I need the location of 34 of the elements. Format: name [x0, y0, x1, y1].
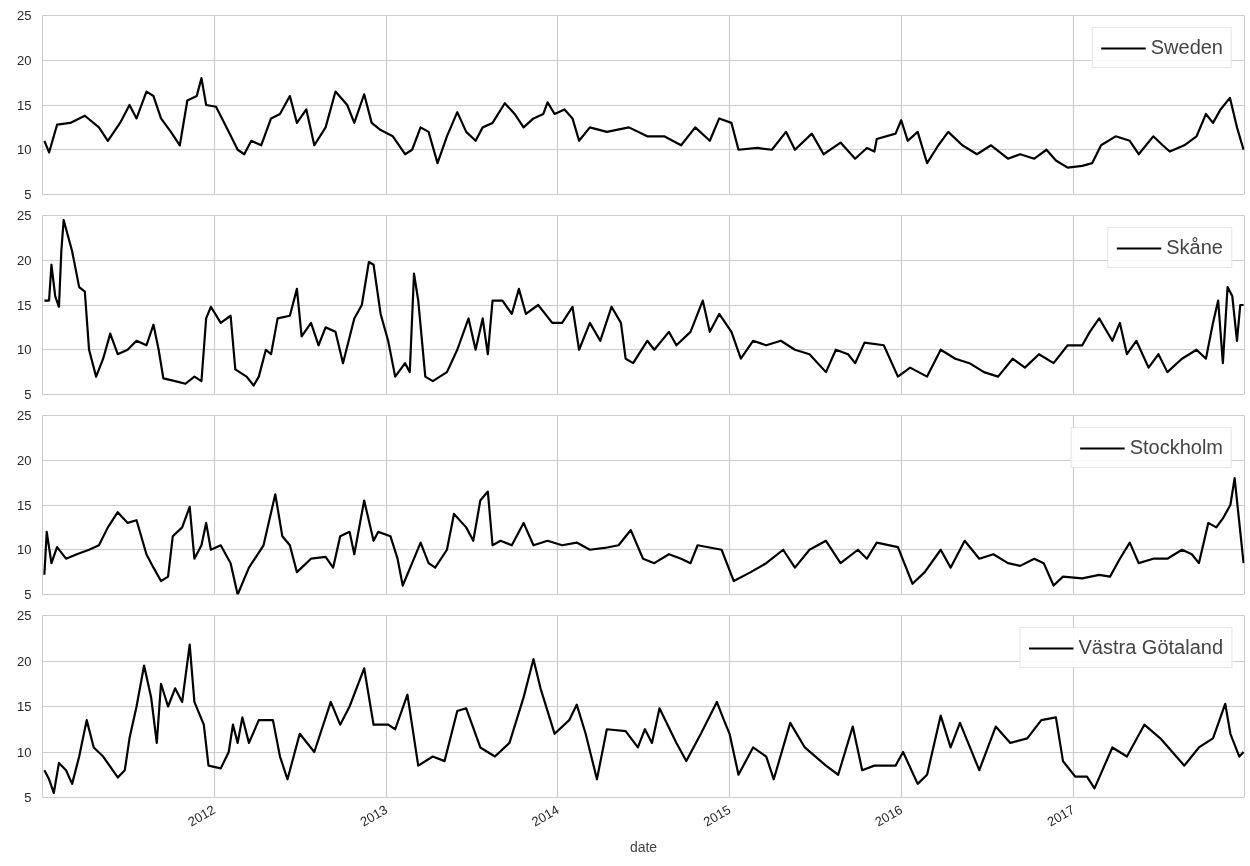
y-tick-label: 20: [17, 252, 32, 268]
x-tick-label: 2017: [1044, 801, 1078, 830]
x-tick-label: 2014: [529, 801, 562, 830]
line-series: [43, 77, 1245, 169]
y-tick-label: 25: [17, 208, 32, 223]
y-tick-label: 15: [17, 97, 32, 113]
legend-label: Västra Götaland: [1078, 636, 1223, 659]
x-tick-label: 2013: [357, 801, 390, 830]
x-tick-label: 2012: [185, 801, 218, 830]
y-tick-label: 25: [17, 8, 32, 23]
y-tick-label: 5: [24, 187, 32, 202]
y-tick-label: 15: [17, 699, 32, 714]
y-tick-label: 25: [17, 408, 32, 423]
legend-label: Stockholm: [1129, 436, 1223, 459]
x-axis-title: date: [629, 838, 658, 855]
y-tick-label: 15: [17, 497, 32, 513]
y-tick-label: 5: [24, 387, 32, 402]
y-tick-label: 20: [17, 452, 32, 468]
legend-label: Sweden: [1150, 36, 1223, 59]
y-tick-label: 10: [17, 542, 32, 558]
y-tick-label: 5: [24, 790, 32, 805]
line-series: [43, 477, 1245, 595]
y-tick-label: 20: [17, 52, 32, 68]
legend-label: Skåne: [1166, 236, 1223, 259]
x-tick-label: 2016: [872, 801, 905, 830]
x-tick-label: 2015: [700, 801, 734, 830]
y-tick-label: 10: [17, 142, 32, 158]
y-tick-label: 20: [17, 653, 32, 669]
y-tick-label: 10: [17, 744, 32, 760]
y-tick-label: 25: [17, 608, 32, 623]
y-tick-label: 15: [17, 297, 32, 313]
y-tick-label: 10: [17, 342, 32, 358]
line-series: [43, 218, 1245, 387]
y-tick-label: 5: [24, 587, 32, 602]
